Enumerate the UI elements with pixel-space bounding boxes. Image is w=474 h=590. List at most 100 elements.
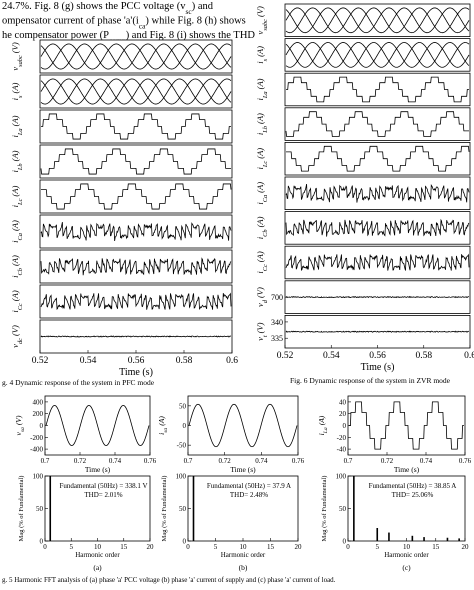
y-axis-label: isa (A) (157, 416, 169, 435)
y-tick-label: 50 (339, 505, 347, 513)
subscript: dc (17, 338, 24, 344)
harmonic-bar (423, 537, 425, 541)
unit: (V) (10, 325, 20, 336)
x-tick-label: 0.72 (219, 457, 232, 465)
subscript: La (262, 91, 269, 99)
y-tick-label: 100 (176, 473, 187, 481)
x-tick-label: 0.72 (74, 457, 87, 465)
annotation: Fundamental (50Hz) = 37.9 A (207, 482, 291, 490)
symbol: v (255, 30, 265, 34)
y-tick-label: 100 (33, 473, 44, 481)
figure-caption: Fig. 6 Dynamic response of the system in… (290, 376, 451, 385)
y-axis-label: iLc(A) (255, 148, 269, 170)
y-tick-label: 700 (271, 293, 283, 302)
unit: (A) (10, 220, 20, 231)
text-run: ) and (192, 1, 214, 12)
x-tick-label: 0 (346, 543, 350, 551)
annotation: THD= 25.06% (392, 491, 434, 499)
symbol: v (10, 67, 20, 71)
unit: (A) (255, 182, 265, 193)
panel-letter: (a) (93, 563, 102, 572)
unit: (V) (10, 42, 20, 53)
harmonic-bar (458, 538, 460, 541)
unit: (A) (157, 416, 166, 426)
subscript: sabc (262, 19, 269, 31)
x-tick-label: 15 (267, 543, 275, 551)
subscript: Ca (262, 195, 269, 202)
y-tick-label: 0 (40, 538, 44, 546)
symbol: v (255, 303, 265, 307)
y-axis-label: iLb (A) (10, 150, 24, 172)
y-axis-label: iLc(A) (10, 186, 24, 208)
subscript: Cb (17, 268, 24, 275)
waveform (40, 148, 231, 175)
unit: (A) (255, 251, 265, 262)
subscript: Ca (17, 233, 24, 240)
subscript: sa (163, 428, 169, 433)
x-tick-label: 0.74 (420, 457, 433, 465)
x-tick-label: 0.7 (184, 457, 193, 465)
subscript: La (323, 427, 329, 434)
symbol: i (10, 310, 20, 313)
harmonic-bar (411, 535, 414, 541)
text-run: 24.7%. Fig. 8 (g) shows the PCC voltage … (2, 1, 186, 12)
y-axis-label: is(A) (255, 46, 269, 64)
y-axis-label: vt (V) (255, 322, 269, 341)
y-tick-label: 50 (36, 505, 44, 513)
x-tick-label: 0.76 (459, 457, 472, 465)
strip-frame (39, 144, 233, 179)
symbol: i (10, 204, 20, 207)
waveform (45, 405, 150, 446)
x-tick-label: 15 (432, 543, 440, 551)
waveform (40, 78, 232, 105)
x-tick-label: 5 (214, 543, 218, 551)
unit: (A) (10, 150, 20, 161)
y-tick-label: 100 (336, 473, 347, 481)
y-tick-label: -200 (30, 434, 43, 442)
y-axis-label: iLa (A) (10, 115, 24, 137)
waveform (285, 7, 470, 34)
plot-frame (44, 475, 151, 542)
symbol: i (255, 61, 265, 64)
y-tick-label: 50 (179, 505, 187, 513)
harmonic-bar (376, 528, 379, 541)
unit: (A) (10, 290, 20, 301)
x-axis-label: Harmonic order (384, 551, 429, 559)
unit: (A) (317, 415, 326, 425)
symbol: i (255, 202, 265, 205)
y-tick-label: 50 (179, 402, 187, 410)
waveform (349, 401, 464, 450)
x-tick-label: 0.6 (226, 356, 238, 366)
x-tick-label: 0.56 (128, 356, 145, 366)
subscript: s (262, 58, 269, 61)
symbol: i (10, 275, 20, 278)
y-tick-label: 0 (343, 538, 347, 546)
unit: (A) (255, 216, 265, 227)
panel-letter: (c) (402, 563, 411, 572)
x-axis-label: Harmonic order (221, 551, 266, 559)
paragraph-line: ompensator current of phase 'a'(ica) whi… (2, 16, 246, 31)
y-tick-label: 0 (183, 538, 187, 546)
harmonic-bar (353, 476, 355, 541)
plot-frame (347, 475, 466, 542)
y-axis-label: iCa (A) (255, 182, 269, 205)
strip-frame (284, 107, 471, 141)
subscript: sabc (17, 55, 24, 67)
y-axis-label: iCb (A) (10, 255, 24, 278)
x-tick-label: 0.52 (32, 356, 49, 366)
y-tick-label: 335 (271, 334, 283, 343)
x-tick-label: 0.52 (277, 351, 294, 361)
unit: (A) (255, 113, 265, 124)
y-axis-label: Mag (% of Fundamental) (18, 476, 25, 542)
y-axis-label: Mag (% of Fundamental) (161, 476, 168, 542)
subscript: d (262, 299, 269, 303)
x-tick-label: 0 (186, 543, 190, 551)
x-tick-label: 20 (295, 543, 303, 551)
y-axis-label: iLa (A) (317, 415, 329, 435)
unit: (A) (10, 82, 20, 93)
y-axis-label: iLb (A) (255, 113, 269, 135)
x-axis-label: Time (s) (394, 465, 420, 474)
x-tick-label: 15 (120, 543, 128, 551)
waveform (41, 113, 231, 140)
